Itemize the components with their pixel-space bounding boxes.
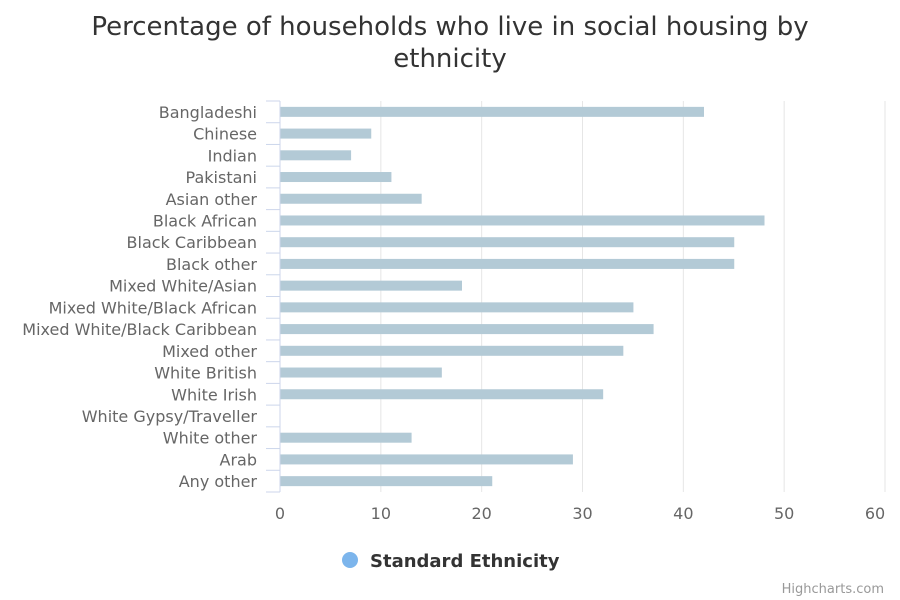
legend-item[interactable]: Standard Ethnicity <box>342 551 560 572</box>
category-label: Indian <box>208 146 257 165</box>
x-tick-label: 30 <box>572 504 592 523</box>
category-label: Mixed other <box>162 342 257 361</box>
x-tick-label: 40 <box>673 504 693 523</box>
category-label: White other <box>163 429 258 448</box>
category-label: White Irish <box>171 385 257 404</box>
credits-link[interactable]: Highcharts.com <box>782 582 884 597</box>
chart-title-line-2: ethnicity <box>393 44 506 74</box>
value-axis-labels: 0 10 20 30 40 50 60 <box>275 504 885 523</box>
x-tick-label: 0 <box>275 504 285 523</box>
category-label: Mixed White/Asian <box>109 277 257 296</box>
category-label: Black other <box>166 255 257 274</box>
bar[interactable] <box>280 193 422 204</box>
bar[interactable] <box>280 367 442 378</box>
category-label: Black African <box>153 211 257 230</box>
bar[interactable] <box>280 432 412 443</box>
bar[interactable] <box>280 172 392 183</box>
bar[interactable] <box>280 476 493 487</box>
x-tick-label: 10 <box>371 504 391 523</box>
bar[interactable] <box>280 324 654 335</box>
bar[interactable] <box>280 302 634 313</box>
bar[interactable] <box>280 345 624 356</box>
category-label: Mixed White/Black Caribbean <box>22 320 257 339</box>
bar-series[interactable] <box>280 106 765 487</box>
x-tick-label: 50 <box>774 504 794 523</box>
chart-title-line-1: Percentage of households who live in soc… <box>91 12 808 42</box>
legend-label: Standard Ethnicity <box>370 551 560 572</box>
bar[interactable] <box>280 454 573 465</box>
category-label: Arab <box>220 450 257 469</box>
category-label: Bangladeshi <box>159 103 257 122</box>
grid-lines <box>266 100 886 493</box>
category-label: Mixed White/Black African <box>49 298 257 317</box>
bar[interactable] <box>280 215 765 226</box>
category-axis-labels: Bangladeshi Chinese Indian Pakistani Asian o… <box>22 103 257 491</box>
bar[interactable] <box>280 258 735 269</box>
bar[interactable] <box>280 150 352 161</box>
category-label: Asian other <box>166 190 258 209</box>
category-label: Any other <box>179 472 258 491</box>
category-label: White Gypsy/Traveller <box>82 407 258 426</box>
bar[interactable] <box>280 106 705 117</box>
bar[interactable] <box>280 237 735 248</box>
category-label: Pakistani <box>186 168 257 187</box>
bar[interactable] <box>280 280 463 291</box>
category-label: Chinese <box>193 125 257 144</box>
bar[interactable] <box>280 128 372 139</box>
bar[interactable] <box>280 389 604 400</box>
category-label: White British <box>154 364 257 383</box>
x-tick-label: 60 <box>865 504 885 523</box>
category-label: Black Caribbean <box>127 233 257 252</box>
legend-marker-icon <box>342 552 358 568</box>
x-tick-label: 20 <box>471 504 491 523</box>
